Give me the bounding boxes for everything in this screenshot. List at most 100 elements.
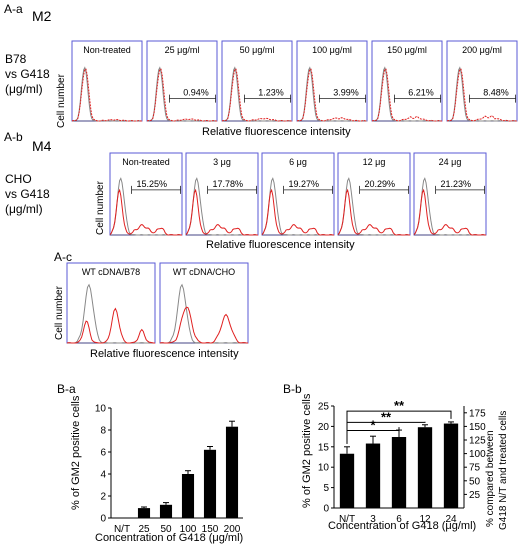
- xlabel-bb: Concentration of G418 (μg/ml): [328, 520, 476, 532]
- ylabel-bb: % of GM2 positive cells: [301, 393, 313, 508]
- histogram-frame: [221, 40, 293, 122]
- histogram-frame: [109, 152, 183, 236]
- x-tick-label: 25: [138, 524, 150, 535]
- histogram-title: 25 μg/ml: [165, 45, 200, 55]
- histogram-row-ab: Non-treated 15.25% 3 μg 17.78% 6 μg 19.27% 12 …: [109, 152, 487, 236]
- ylabel-aa: Cell number: [56, 73, 67, 128]
- xlabel-aa: Relative fluorescence intensity: [202, 126, 351, 138]
- y2-tick-label: 175: [469, 408, 486, 419]
- histogram-frame: [261, 152, 335, 236]
- y2-tick-label: 100: [469, 449, 486, 460]
- x-tick-label: 6: [396, 514, 402, 525]
- panel-label-bb: B-b: [283, 382, 302, 396]
- sample-curve: [185, 188, 258, 236]
- panel-label-ab: A-b: [4, 130, 23, 144]
- ylabel-ac: Cell number: [54, 285, 65, 340]
- histogram-frame: [446, 40, 518, 122]
- histogram-frame: [296, 40, 368, 122]
- histogram-title: WT cDNA/B78: [82, 267, 140, 277]
- significance-bracket: [346, 410, 452, 444]
- histogram-title: 12 μg: [363, 157, 386, 167]
- histogram-title: 200 μg/ml: [462, 45, 502, 55]
- x-tick-label: 200: [224, 524, 241, 535]
- control-curve: [66, 283, 155, 344]
- sample-curve: [296, 68, 367, 122]
- x-tick-label: 150: [202, 524, 219, 535]
- sample-curve: [371, 68, 442, 122]
- panel-label-aa: A-a: [4, 2, 23, 16]
- y-tick-label: 15: [318, 442, 330, 453]
- y2-tick-label: 150: [469, 422, 486, 433]
- sample-curve: [66, 307, 155, 344]
- significance-bracket: [346, 421, 426, 444]
- histogram-row-aa: Non-treated 25 μg/ml 0.94% 50 μg/ml 1.23% 100…: [71, 40, 518, 122]
- side-label-ab-3: (μg/ml): [5, 202, 43, 216]
- y-tick-label: 10: [318, 463, 330, 474]
- control-curve: [446, 66, 517, 122]
- gate-percent: 0.94%: [183, 88, 209, 98]
- bar: [203, 449, 217, 518]
- gate-percent: 19.27%: [288, 179, 319, 189]
- gate-percent: 1.23%: [258, 88, 284, 98]
- bar: [137, 508, 151, 518]
- bar: [225, 426, 239, 518]
- y2-tick-label: 25: [469, 490, 481, 501]
- histogram-title: 6 μg: [289, 157, 307, 167]
- significance-label: *: [370, 418, 376, 433]
- y-tick-label: 20: [318, 422, 330, 433]
- sample-curve: [159, 306, 248, 344]
- side-label-aa-1: B78: [5, 52, 27, 66]
- bar: [443, 423, 459, 508]
- ylabel-ba: % of GM2 positive cells: [70, 395, 82, 510]
- x-tick-label: N/T: [114, 524, 130, 535]
- x-tick-label: 50: [160, 524, 172, 535]
- y-tick-label: 25: [318, 402, 330, 413]
- x-tick-label: 24: [445, 514, 457, 525]
- control-curve: [221, 66, 292, 122]
- sample-curve: [337, 188, 410, 236]
- y-tick-label: 10: [95, 404, 107, 415]
- x-tick-label: N/T: [339, 514, 355, 525]
- significance-label: **: [394, 398, 405, 413]
- histogram-title: 100 μg/ml: [312, 45, 352, 55]
- ylabel-right-bb-2: G418 N/T and treated cells: [498, 411, 509, 530]
- bar: [417, 427, 433, 508]
- y-tick-label: 2: [100, 492, 106, 503]
- bar: [391, 437, 407, 508]
- panel-label-ba: B-a: [57, 382, 76, 396]
- gate-percent: 21.23%: [440, 179, 471, 189]
- bar: [159, 504, 173, 518]
- histogram-title: Non-treated: [122, 157, 170, 167]
- xlabel-ac: Relative fluorescence intensity: [90, 348, 239, 360]
- side-label-aa-2: vs G418: [5, 67, 50, 81]
- control-curve: [71, 66, 142, 122]
- side-label-aa-3: (μg/ml): [5, 82, 43, 96]
- panel-label-ac: A-c: [54, 250, 72, 264]
- sample-curve: [109, 188, 182, 236]
- gate-percent: 3.99%: [333, 88, 359, 98]
- y2-tick-label: 125: [469, 436, 486, 447]
- significance-label: **: [381, 409, 392, 424]
- marker-label-aa: M2: [32, 8, 52, 24]
- side-label-ab-2: vs G418: [5, 187, 50, 201]
- y-tick-label: 5: [323, 483, 329, 494]
- ylabel-ab: Cell number: [95, 180, 106, 235]
- gate-percent: 8.48%: [483, 88, 509, 98]
- histogram-frame: [146, 40, 218, 122]
- histogram-frame: [337, 152, 411, 236]
- y-tick-label: 0: [100, 514, 106, 525]
- histogram-title: Non-treated: [83, 45, 131, 55]
- gate-percent: 6.21%: [408, 88, 434, 98]
- histogram-title: 3 μg: [213, 157, 231, 167]
- side-label-ab-1: CHO: [5, 172, 32, 186]
- x-tick-label: 12: [419, 514, 431, 525]
- histogram-title: 50 μg/ml: [240, 45, 275, 55]
- y-tick-label: 8: [100, 426, 106, 437]
- histogram-frame: [413, 152, 487, 236]
- histogram-title: 150 μg/ml: [387, 45, 427, 55]
- x-tick-label: 100: [180, 524, 197, 535]
- y-tick-label: 6: [100, 448, 106, 459]
- y2-tick-label: 50: [469, 476, 481, 487]
